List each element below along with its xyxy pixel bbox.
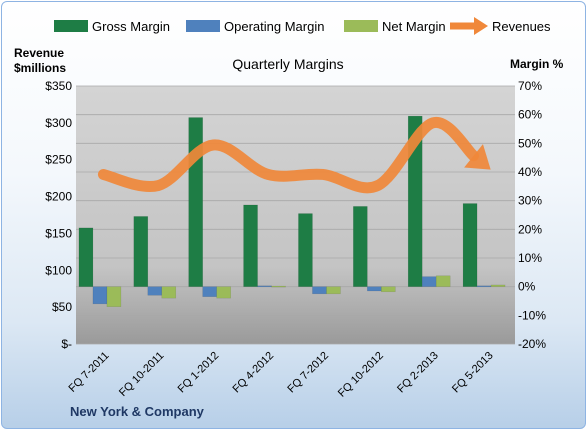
bar-gross-margin	[133, 216, 149, 287]
right-tick-label: 0%	[518, 280, 536, 294]
right-axis-title: Margin %	[510, 57, 564, 71]
legend-arrow-revenues	[474, 17, 488, 35]
bar-net-margin	[271, 285, 286, 288]
chart-title: Quarterly Margins	[232, 56, 343, 72]
left-tick-label: $150	[45, 226, 72, 240]
right-tick-label: 20%	[518, 222, 542, 236]
legend-label: Revenues	[492, 19, 551, 34]
x-tick-label: FQ 4-2012	[231, 350, 277, 396]
bar-operating-margin	[202, 286, 217, 297]
bar-net-margin	[106, 286, 122, 307]
x-tick-label: FQ 2-2013	[395, 350, 441, 396]
bar-net-margin	[216, 286, 231, 299]
bar-net-margin	[326, 286, 341, 295]
bar-net-margin	[435, 275, 451, 287]
legend-label: Operating Margin	[224, 19, 324, 34]
x-tick-label: FQ 10-2012	[336, 350, 386, 400]
legend-swatch-operating-margin	[186, 20, 220, 32]
bar-net-margin	[490, 284, 506, 287]
bar-gross-margin	[188, 117, 203, 287]
left-tick-label: $-	[61, 337, 72, 351]
right-tick-label: 10%	[518, 251, 542, 265]
right-tick-label: 70%	[518, 79, 542, 93]
right-tick-label: -20%	[518, 337, 546, 351]
x-tick-label: FQ 10-2011	[117, 350, 166, 399]
bar-operating-margin	[257, 285, 272, 288]
left-axis-title: Revenue	[14, 46, 64, 60]
x-tick-label: FQ 5-2013	[450, 350, 496, 396]
left-tick-label: $300	[45, 116, 72, 130]
right-tick-label: -10%	[518, 308, 546, 322]
company-name: New York & Company	[70, 404, 204, 419]
revenue-line	[97, 117, 480, 194]
bar-gross-margin	[298, 213, 313, 287]
bar-operating-margin	[476, 285, 492, 288]
bar-operating-margin	[367, 286, 382, 292]
left-tick-label: $250	[45, 153, 72, 167]
x-tick-label: FQ 1-2012	[176, 350, 222, 396]
bar-operating-margin	[147, 286, 163, 296]
bar-operating-margin	[421, 276, 437, 287]
bar-operating-margin	[312, 286, 327, 295]
left-tick-label: $100	[45, 263, 72, 277]
revenue-arrowhead	[464, 144, 491, 170]
left-tick-label: $350	[45, 79, 72, 93]
x-tick-label: FQ 7-2011	[66, 350, 111, 395]
right-tick-label: 30%	[518, 194, 542, 208]
legend-swatch-gross-margin	[54, 20, 88, 32]
bar-net-margin	[161, 286, 177, 299]
left-tick-label: $50	[52, 300, 72, 314]
right-tick-label: 40%	[518, 165, 542, 179]
bar-net-margin	[381, 286, 396, 293]
legend-swatch-net-margin	[344, 20, 378, 32]
bar-gross-margin	[462, 203, 478, 287]
bar-gross-margin	[243, 204, 258, 287]
bar-operating-margin	[92, 286, 108, 305]
bar-gross-margin	[353, 206, 368, 287]
left-axis-title: $millions	[14, 61, 66, 75]
x-tick-label: FQ 7-2012	[285, 350, 331, 396]
right-tick-label: 60%	[518, 108, 542, 122]
legend-label: Net Margin	[382, 19, 446, 34]
right-tick-label: 50%	[518, 136, 542, 150]
bar-gross-margin	[407, 115, 423, 287]
left-tick-label: $200	[45, 190, 72, 204]
bar-gross-margin	[78, 227, 94, 287]
legend-label: Gross Margin	[92, 19, 170, 34]
